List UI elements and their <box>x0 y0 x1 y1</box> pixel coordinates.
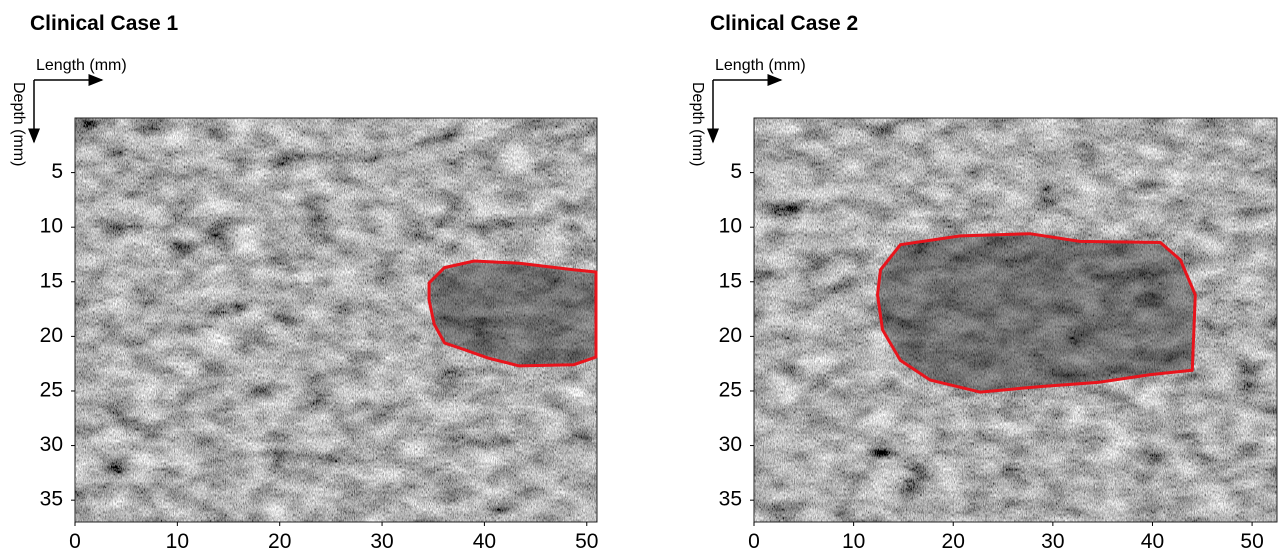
lesion-contour <box>876 232 1197 394</box>
y-tick-label: 10 <box>40 215 63 238</box>
y-tick-label: 35 <box>719 488 742 511</box>
x-tick-label: 10 <box>842 530 865 553</box>
x-axis-label: Length (mm) <box>715 57 806 74</box>
y-tick-label: 15 <box>719 269 742 292</box>
x-tick-label: 0 <box>69 530 81 553</box>
y-tick-label: 25 <box>719 379 742 402</box>
x-tick-label: 30 <box>370 530 393 553</box>
y-tick-label: 20 <box>719 324 742 347</box>
x-tick-label: 20 <box>942 530 965 553</box>
y-axis-label: Depth (mm) <box>10 82 27 166</box>
x-tick-label: 30 <box>1041 530 1064 553</box>
y-tick-label: 15 <box>40 269 63 292</box>
y-tick-label: 5 <box>51 160 63 183</box>
x-tick-label: 40 <box>473 530 496 553</box>
panel-title: Clinical Case 1 <box>30 12 179 35</box>
image-frame <box>753 117 1278 523</box>
y-tick-label: 20 <box>40 324 63 347</box>
x-tick-label: 50 <box>1240 530 1263 553</box>
x-axis-label: Length (mm) <box>36 57 127 74</box>
x-tick-label: 40 <box>1141 530 1164 553</box>
y-tick-label: 30 <box>719 433 742 456</box>
ultrasound-image <box>754 118 1277 522</box>
x-tick-label: 50 <box>575 530 598 553</box>
lesion-contour <box>427 259 598 368</box>
y-tick-label: 5 <box>730 160 742 183</box>
ultrasound-image <box>75 118 597 522</box>
y-axis-label: Depth (mm) <box>689 82 706 166</box>
panel-title: Clinical Case 2 <box>710 12 858 35</box>
y-tick-label: 25 <box>40 379 63 402</box>
x-tick-label: 0 <box>748 530 760 553</box>
y-tick-label: 35 <box>40 488 63 511</box>
x-tick-label: 20 <box>268 530 291 553</box>
y-tick-label: 30 <box>40 433 63 456</box>
y-tick-label: 10 <box>719 215 742 238</box>
x-tick-label: 10 <box>166 530 189 553</box>
